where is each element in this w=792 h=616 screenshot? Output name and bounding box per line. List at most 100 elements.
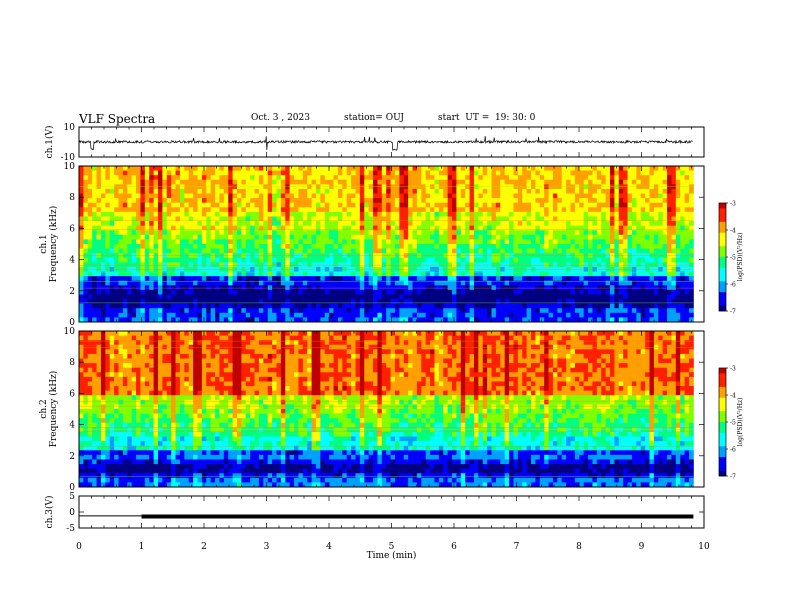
spectrogram-cell <box>439 207 444 212</box>
spectrogram-cell <box>171 198 176 203</box>
spectrogram-cell <box>360 212 365 217</box>
spectrogram-cell <box>325 230 330 235</box>
spectrogram-cell <box>452 290 457 295</box>
spectrogram-cell <box>237 180 242 185</box>
spectrogram-cell <box>127 198 132 203</box>
spectrogram-cell <box>382 203 387 208</box>
spectrogram-cell <box>575 226 580 231</box>
spectrogram-cell <box>154 189 159 194</box>
spectrogram-cell <box>228 285 233 290</box>
spectrogram-cell <box>197 171 202 176</box>
spectrogram-cell <box>439 194 444 199</box>
spectrogram-cell <box>285 194 290 199</box>
spectrogram-cell <box>430 198 435 203</box>
spectrogram-cell <box>255 308 260 313</box>
spectrogram-cell <box>101 189 106 194</box>
spectrogram-cell <box>439 203 444 208</box>
spectrogram-cell <box>233 216 238 221</box>
spectrogram-cell <box>557 285 562 290</box>
spectrogram-cell <box>632 294 637 299</box>
spectrogram-cell <box>83 290 88 295</box>
spectrogram-cell <box>470 331 475 336</box>
spectrogram-cell <box>88 258 93 263</box>
spectrogram-cell <box>527 249 532 254</box>
spectrogram-cell <box>663 285 668 290</box>
spectrogram-cell <box>628 308 633 313</box>
spectrogram-cell <box>636 290 641 295</box>
spectrogram-cell <box>434 244 439 249</box>
spectrogram-cell <box>663 253 668 258</box>
spectrogram-cell <box>579 294 584 299</box>
spectrogram-cell <box>105 276 110 281</box>
spectrogram-cell <box>566 239 571 244</box>
spectrogram-cell <box>439 308 444 313</box>
spectrogram-cell <box>263 244 268 249</box>
spectrogram-cell <box>211 331 216 336</box>
spectrogram-cell <box>149 235 154 240</box>
spectrogram-cell <box>364 235 369 240</box>
spectrogram-cell <box>421 203 426 208</box>
spectrogram-cell <box>285 175 290 180</box>
spectrogram-cell <box>483 235 488 240</box>
spectrogram-cell <box>685 331 690 336</box>
spectrogram-cell <box>408 171 413 176</box>
spectrogram-cell <box>119 212 124 217</box>
spectrogram-cell <box>636 230 641 235</box>
spectrogram-cell <box>408 194 413 199</box>
spectrogram-cell <box>434 239 439 244</box>
spectrogram-cell <box>342 171 347 176</box>
spectrogram-cell <box>654 171 659 176</box>
spectrogram-cell <box>399 304 404 309</box>
spectrogram-cell <box>233 304 238 309</box>
spectrogram-cell <box>325 285 330 290</box>
spectrogram-cell <box>114 198 119 203</box>
spectrogram-cell <box>606 294 611 299</box>
spectrogram-cell <box>211 189 216 194</box>
spectrogram-cell <box>610 212 615 217</box>
spectrogram-cell <box>562 230 567 235</box>
spectrogram-cell <box>347 239 352 244</box>
spectrogram-cell <box>443 216 448 221</box>
spectrogram-cell <box>610 216 615 221</box>
spectrogram-cell <box>355 166 360 171</box>
spectrogram-cell <box>167 221 172 226</box>
spectrogram-cell <box>395 244 400 249</box>
spectrogram-cell <box>430 235 435 240</box>
spectrogram-cell <box>281 207 286 212</box>
spectrogram-cell <box>685 198 690 203</box>
spectrogram-cell <box>272 230 277 235</box>
spectrogram-cell <box>623 249 628 254</box>
spectrogram-cell <box>101 212 106 217</box>
spectrogram-cell <box>614 180 619 185</box>
spectrogram-cell <box>689 308 694 313</box>
spectrogram-cell <box>606 184 611 189</box>
spectrogram-cell <box>671 294 676 299</box>
spectrogram-cell <box>588 272 593 277</box>
spectrogram-cell <box>549 184 554 189</box>
spectrogram-cell <box>439 299 444 304</box>
spectrogram-cell <box>443 262 448 267</box>
spectrogram-cell <box>184 253 189 258</box>
spectrogram-cell <box>601 285 606 290</box>
spectrogram-cell <box>158 207 163 212</box>
spectrogram-cell <box>325 180 330 185</box>
spectrogram-cell <box>584 216 589 221</box>
spectrogram-cell <box>123 331 128 336</box>
spectrogram-cell <box>452 272 457 277</box>
spectrogram-cell <box>360 194 365 199</box>
spectrogram-cell <box>334 308 339 313</box>
spectrogram-cell <box>79 194 84 199</box>
spectrogram-cell <box>294 244 299 249</box>
spectrogram-cell <box>215 285 220 290</box>
spectrogram-cell <box>272 194 277 199</box>
spectrogram-cell <box>189 262 194 267</box>
spectrogram-cell <box>566 221 571 226</box>
spectrogram-cell <box>685 262 690 267</box>
spectrogram-cell <box>342 304 347 309</box>
spectrogram-cell <box>193 294 198 299</box>
spectrogram-cell <box>162 226 167 231</box>
spectrogram-cell <box>373 272 378 277</box>
spectrogram-cell <box>513 189 518 194</box>
spectrogram-cell <box>566 180 571 185</box>
spectrogram-cell <box>316 198 321 203</box>
